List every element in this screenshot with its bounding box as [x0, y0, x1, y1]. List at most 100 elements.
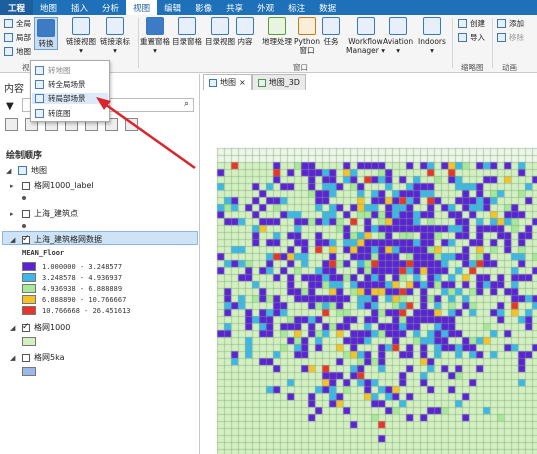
filter-icon[interactable]: ▼ [6, 101, 14, 112]
map-node[interactable]: ◢ 地图 [6, 166, 47, 175]
legend-swatch [22, 284, 36, 293]
tab-4[interactable]: 视图 [126, 0, 158, 15]
layer-visibility-checkbox[interactable] [22, 353, 30, 362]
map-icon [4, 47, 13, 56]
tab-10[interactable]: 数据 [319, 3, 337, 14]
import-button[interactable]: 导入 [458, 32, 485, 43]
ribbon-button-icon [146, 17, 164, 35]
layer-item[interactable]: ▸ 上海_建筑点 [10, 209, 78, 218]
map-icon [35, 66, 44, 75]
tab-7[interactable]: 共享 [226, 3, 244, 14]
tab-6[interactable]: 影像 [195, 3, 213, 14]
legend-class: 10.766668 - 26.451613 [22, 306, 131, 315]
ribbon-button-10[interactable]: Aviation ▾ [383, 17, 413, 55]
globe-icon [35, 80, 44, 89]
ribbon-button-icon [298, 17, 316, 35]
global-scene-button[interactable]: 全局 [4, 18, 31, 29]
ribbon-button-icon [236, 17, 254, 35]
tab-0[interactable]: 工程 [0, 0, 34, 15]
legend-class: 4.936938 - 6.888889 [22, 284, 122, 293]
menu-item-to-basemap[interactable]: 转底图 [35, 108, 71, 119]
create-icon [458, 19, 467, 28]
add-icon [497, 19, 506, 28]
layer-swatch [22, 367, 36, 376]
create-button[interactable]: 创建 [458, 18, 485, 29]
legend-class: 3.248578 - 4.936937 [22, 273, 122, 282]
tab-5[interactable]: 编辑 [164, 3, 182, 14]
list-by-drawing-order-icon[interactable] [5, 118, 18, 131]
ribbon-button-8[interactable]: 任务 [322, 17, 340, 46]
layer-visibility-checkbox[interactable] [22, 181, 30, 190]
ribbon-button-4[interactable]: 目录视图 [205, 17, 235, 46]
scene-icon [257, 78, 266, 87]
separator [452, 18, 453, 68]
layer-item[interactable]: ▸ 格网1000_label [10, 181, 94, 190]
separator [492, 18, 493, 68]
legend-swatch [22, 273, 36, 282]
tab-9[interactable]: 标注 [288, 3, 306, 14]
remove-icon [497, 33, 506, 42]
legend-swatch [22, 262, 36, 271]
basemap-icon [35, 109, 44, 118]
ribbon-button-6[interactable]: 地理处理 [262, 17, 292, 46]
layer-swatch [22, 337, 36, 346]
globe-icon [4, 19, 13, 28]
ribbon-button-icon [422, 17, 441, 35]
map-button[interactable]: 地图 [4, 46, 31, 57]
ribbon-button-3[interactable]: 目录窗格 [172, 17, 202, 46]
tab-8[interactable]: 外观 [257, 3, 275, 14]
legend-field-label: MEAN_Floor [22, 249, 65, 257]
layer-item[interactable]: ◢ 格网5ka [10, 353, 65, 362]
convert-icon [37, 19, 55, 37]
local-scene-icon [4, 33, 13, 42]
ribbon-button-1[interactable]: 链接滚标 ▾ [100, 17, 130, 55]
map-icon [209, 78, 217, 87]
convert-menu: 转地图 转全局场景 转局部场景 转底图 [30, 60, 110, 122]
ribbon-tab-bar: 工程 地图 插入 分析 视图 编辑 影像 共享 外观 标注 数据 [0, 0, 537, 15]
ribbon-button-icon [356, 17, 375, 35]
tab-1[interactable]: 地图 [40, 3, 58, 14]
close-icon[interactable]: × [239, 78, 246, 87]
menu-item-to-local-scene[interactable]: 转局部场景 [32, 93, 108, 104]
menu-item-to-global-scene[interactable]: 转全局场景 [35, 79, 86, 90]
ribbon-button-icon [178, 17, 196, 35]
import-icon [458, 33, 467, 42]
ribbon-button-2[interactable]: 重置窗格 ▾ [140, 17, 170, 55]
ribbon-button-icon [389, 17, 408, 35]
ribbon-button-5[interactable]: 内容 [236, 17, 254, 46]
ribbon-button-icon [322, 17, 340, 35]
layer-item[interactable]: ◢格网1000 [10, 322, 70, 333]
tab-3[interactable]: 分析 [102, 3, 120, 14]
ribbon-button-7[interactable]: Python 窗口 [294, 17, 320, 55]
layer-visibility-checkbox[interactable] [22, 209, 30, 218]
ribbon-button-11[interactable]: Indoors ▾ [418, 17, 446, 55]
map-icon [18, 166, 27, 175]
group-label-thumbnail: 缩略图 [461, 63, 484, 72]
ribbon: 全局 局部 地图 转换 视图 链接视图▾链接滚标▾ 重置窗格▾目录窗格目录视图内容… [0, 15, 537, 73]
tab-map[interactable]: 地图 × [203, 74, 252, 90]
legend-swatch [22, 295, 36, 304]
point-symbol [22, 196, 26, 200]
legend-class: 6.888890 - 10.766667 [22, 295, 126, 304]
remove-button[interactable]: 移除 [497, 32, 524, 43]
layer-visibility-checkbox[interactable] [22, 322, 30, 332]
ribbon-button-0[interactable]: 链接视图 ▾ [66, 17, 96, 55]
ribbon-button-9[interactable]: Workflow Manager ▾ [346, 17, 385, 55]
drawing-order-heading: 绘制顺序 [6, 151, 43, 161]
layer-visibility-checkbox[interactable] [22, 234, 30, 244]
convert-button[interactable]: 转换 [34, 17, 58, 50]
map-view[interactable] [201, 90, 537, 454]
local-scene-button[interactable]: 局部 [4, 32, 31, 43]
grid-map-canvas[interactable] [201, 90, 537, 454]
map-view-tabs: 地图 × 地图_3D [203, 74, 306, 90]
group-label-window: 窗口 [293, 63, 308, 72]
legend-swatch [22, 306, 36, 315]
tab-2[interactable]: 插入 [71, 3, 89, 14]
ribbon-button-icon [72, 17, 90, 35]
ribbon-button-icon [268, 17, 286, 35]
layer-item-selected[interactable]: ◢上海_建筑格网数据 [10, 234, 102, 245]
menu-item-to-map[interactable]: 转地图 [35, 65, 71, 76]
tab-map-3d[interactable]: 地图_3D [251, 74, 306, 90]
add-button[interactable]: 添加 [497, 18, 524, 29]
separator [138, 18, 139, 68]
